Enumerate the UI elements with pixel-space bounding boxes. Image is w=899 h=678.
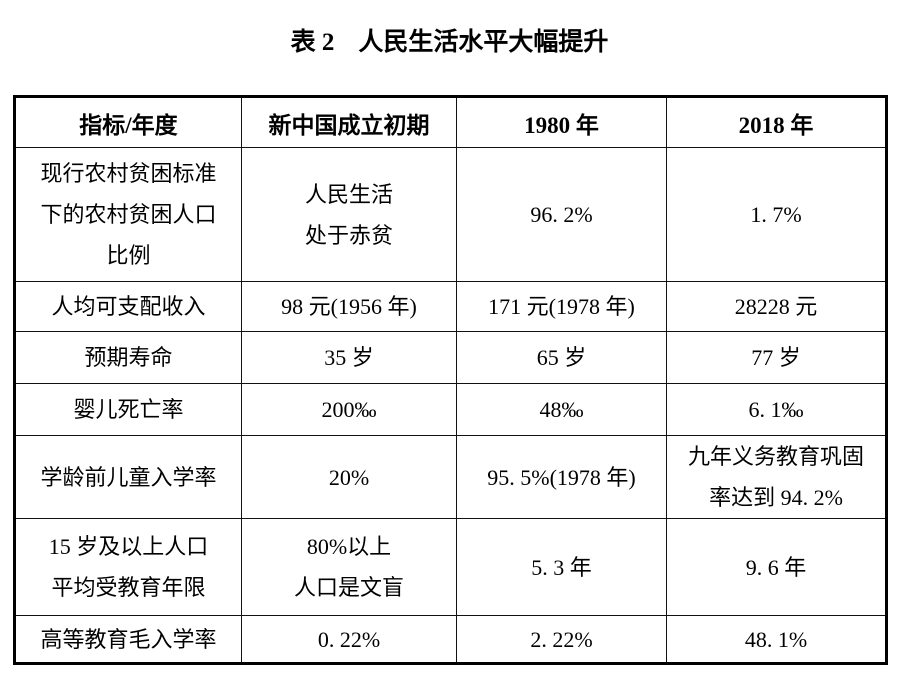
cell-line: 77 岁 bbox=[751, 345, 801, 370]
cell-line: 高等教育毛入学率 bbox=[40, 626, 217, 652]
cell-line: 人民生活 bbox=[304, 181, 393, 207]
table-title-text: 人民生活水平大幅提升 bbox=[358, 29, 609, 56]
cell-1980: 2. 22% bbox=[456, 615, 667, 664]
cell-line: 15 岁及以上人口 bbox=[48, 534, 209, 559]
cell-line: 65 岁 bbox=[536, 345, 587, 370]
table-number-label: 表 2 bbox=[290, 29, 335, 56]
cell-line: 6. 1‰ bbox=[748, 397, 804, 422]
cell-2018: 1. 7% bbox=[666, 147, 887, 282]
cell-1980: 48‰ bbox=[456, 383, 667, 436]
table-row-preschool-enrollment: 学龄前儿童入学率 20% 95. 5%(1978 年) 九年义务教育巩固 率达到… bbox=[14, 435, 887, 519]
cell-2018: 9. 6 年 bbox=[666, 518, 887, 616]
cell-line: 1. 7% bbox=[750, 202, 802, 227]
cell-indicator: 预期寿命 bbox=[14, 331, 242, 384]
cell-line: 人均可支配收入 bbox=[51, 294, 206, 319]
cell-2018: 28228 元 bbox=[666, 281, 887, 332]
cell-line: 98 元(1956 年) bbox=[281, 294, 417, 319]
cell-indicator: 学龄前儿童入学率 bbox=[14, 435, 242, 519]
cell-line: 下的农村贫困人口 bbox=[40, 202, 217, 227]
cell-line: 九年义务教育巩固 bbox=[687, 444, 864, 469]
cell-line: 48. 1% bbox=[744, 626, 808, 652]
cell-line: 预期寿命 bbox=[84, 345, 173, 370]
cell-early-prc: 98 元(1956 年) bbox=[241, 281, 457, 332]
cell-2018: 77 岁 bbox=[666, 331, 887, 384]
cell-early-prc: 200‰ bbox=[241, 383, 457, 436]
cell-1980: 65 岁 bbox=[456, 331, 667, 384]
cell-line: 96. 2% bbox=[530, 202, 593, 227]
cell-indicator: 现行农村贫困标准 下的农村贫困人口 比例 bbox=[14, 147, 242, 282]
col-header-indicator: 指标/年度 bbox=[14, 96, 242, 148]
cell-1980: 171 元(1978 年) bbox=[456, 281, 667, 332]
table-row-higher-education: 高等教育毛入学率 0. 22% 2. 22% 48. 1% bbox=[14, 615, 887, 664]
cell-indicator: 人均可支配收入 bbox=[14, 281, 242, 332]
col-header-early-prc: 新中国成立初期 bbox=[241, 96, 457, 148]
table-row-disposable-income: 人均可支配收入 98 元(1956 年) 171 元(1978 年) 28228… bbox=[14, 281, 887, 332]
table-row-years-of-schooling: 15 岁及以上人口 平均受教育年限 80%以上 人口是文盲 5. 3 年 9. … bbox=[14, 518, 887, 616]
cell-line: 171 元(1978 年) bbox=[488, 294, 635, 319]
cell-2018: 九年义务教育巩固 率达到 94. 2% bbox=[666, 435, 887, 519]
cell-line: 人口是文盲 bbox=[293, 575, 404, 600]
cell-early-prc: 0. 22% bbox=[241, 615, 457, 664]
table-title: 表 2 人民生活水平大幅提升 bbox=[0, 27, 899, 59]
cell-line: 学龄前儿童入学率 bbox=[40, 464, 217, 490]
cell-line: 48‰ bbox=[539, 397, 584, 422]
cell-line: 20% bbox=[328, 464, 370, 490]
cell-early-prc: 20% bbox=[241, 435, 457, 519]
cell-1980: 96. 2% bbox=[456, 147, 667, 282]
cell-line: 95. 5%(1978 年) bbox=[487, 464, 636, 490]
cell-line: 28228 元 bbox=[734, 294, 818, 319]
cell-2018: 48. 1% bbox=[666, 615, 887, 664]
cell-1980: 5. 3 年 bbox=[456, 518, 667, 616]
cell-line: 2. 22% bbox=[530, 626, 593, 652]
cell-line: 80%以上 bbox=[306, 534, 392, 559]
cell-early-prc: 80%以上 人口是文盲 bbox=[241, 518, 457, 616]
cell-line: 平均受教育年限 bbox=[51, 575, 206, 600]
cell-indicator: 15 岁及以上人口 平均受教育年限 bbox=[14, 518, 242, 616]
cell-line: 35 岁 bbox=[324, 345, 374, 370]
cell-2018: 6. 1‰ bbox=[666, 383, 887, 436]
cell-line: 率达到 94. 2% bbox=[709, 485, 843, 510]
cell-line: 比例 bbox=[106, 243, 151, 268]
cell-line: 现行农村贫困标准 bbox=[40, 161, 217, 186]
table-row-infant-mortality: 婴儿死亡率 200‰ 48‰ 6. 1‰ bbox=[14, 383, 887, 436]
cell-1980: 95. 5%(1978 年) bbox=[456, 435, 667, 519]
header-row: 指标/年度 新中国成立初期 1980 年 2018 年 bbox=[14, 96, 887, 148]
cell-early-prc: 人民生活 处于赤贫 bbox=[241, 147, 457, 282]
col-header-2018: 2018 年 bbox=[666, 96, 887, 148]
cell-line: 5. 3 年 bbox=[531, 554, 592, 580]
col-header-1980: 1980 年 bbox=[456, 96, 667, 148]
cell-line: 处于赤贫 bbox=[304, 222, 393, 248]
cell-line: 婴儿死亡率 bbox=[73, 397, 184, 422]
cell-line: 9. 6 年 bbox=[745, 554, 807, 580]
cell-indicator: 高等教育毛入学率 bbox=[14, 615, 242, 664]
table-row-poverty-rate: 现行农村贫困标准 下的农村贫困人口 比例 人民生活 处于赤贫 96. 2% 1.… bbox=[14, 147, 887, 282]
table-row-life-expectancy: 预期寿命 35 岁 65 岁 77 岁 bbox=[14, 331, 887, 384]
living-standards-table: 指标/年度 新中国成立初期 1980 年 2018 年 现行农村贫困标准 下的农… bbox=[13, 95, 888, 665]
cell-line: 200‰ bbox=[321, 397, 377, 422]
cell-indicator: 婴儿死亡率 bbox=[14, 383, 242, 436]
cell-early-prc: 35 岁 bbox=[241, 331, 457, 384]
cell-line: 0. 22% bbox=[317, 626, 381, 652]
